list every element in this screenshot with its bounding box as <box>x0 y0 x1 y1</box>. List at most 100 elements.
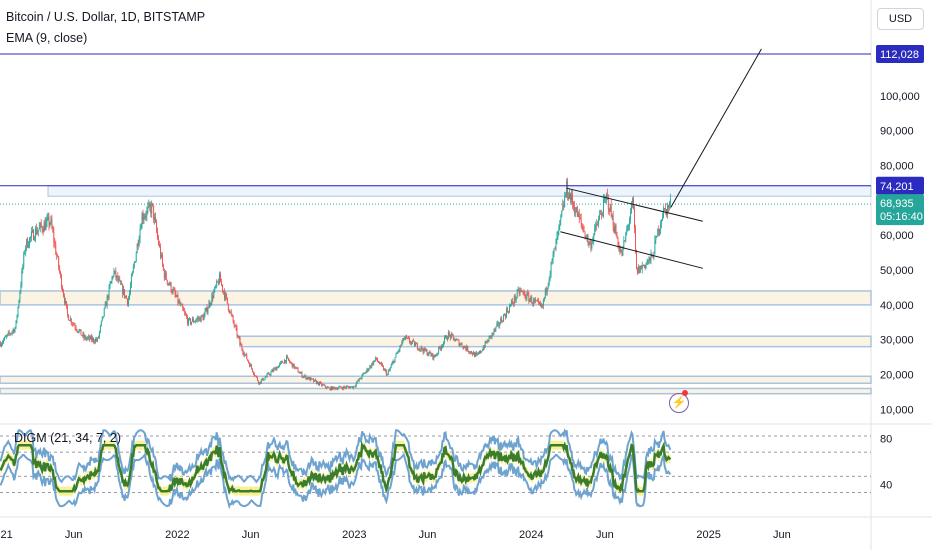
axis-labels: 100,00090,00080,00070,00060,00050,00040,… <box>0 45 924 541</box>
candle <box>495 326 497 331</box>
candle <box>657 228 659 237</box>
candle <box>204 311 206 315</box>
candle <box>56 254 58 257</box>
candle <box>348 386 349 388</box>
candle <box>499 324 501 326</box>
last-price-badge <box>876 194 924 226</box>
candle <box>181 304 183 306</box>
candle <box>324 384 326 388</box>
candle <box>578 212 580 218</box>
candle <box>47 216 49 219</box>
candle <box>618 246 620 251</box>
candle <box>64 301 66 303</box>
ema-indicator-label[interactable]: EMA (9, close) <box>6 31 88 45</box>
candle <box>58 256 60 268</box>
candle <box>178 301 180 303</box>
candle <box>203 314 205 320</box>
candle <box>616 235 618 239</box>
currency-button[interactable]: USD <box>877 8 924 30</box>
candle <box>415 343 417 345</box>
candle <box>62 287 63 292</box>
candle <box>380 362 381 364</box>
candle <box>305 375 307 379</box>
candle <box>152 203 154 206</box>
candle <box>504 314 506 316</box>
support-zone <box>239 335 872 348</box>
candle <box>43 222 45 233</box>
candle <box>248 360 250 363</box>
candle <box>357 380 359 382</box>
candle <box>539 301 540 304</box>
candle <box>365 371 367 374</box>
candle <box>166 279 168 284</box>
candle <box>48 216 50 226</box>
x-tick-label: 2024 <box>519 529 543 541</box>
candle <box>291 362 293 368</box>
candle <box>561 210 563 217</box>
trend-lines <box>0 48 871 269</box>
candle <box>484 341 486 348</box>
candle <box>535 300 537 302</box>
candle <box>293 363 295 369</box>
candle <box>428 351 430 355</box>
candle <box>517 289 519 291</box>
candle <box>417 349 419 350</box>
candle <box>636 268 638 274</box>
candle <box>544 288 546 298</box>
candle <box>595 224 597 227</box>
candle <box>73 323 75 326</box>
candle <box>527 292 529 295</box>
candle <box>221 282 222 285</box>
candle <box>202 316 204 320</box>
candle <box>292 363 294 368</box>
candle <box>231 314 233 317</box>
candle <box>257 380 259 384</box>
candle <box>299 372 301 374</box>
candle <box>112 276 114 278</box>
candle <box>158 237 159 245</box>
candle <box>252 368 253 372</box>
candle <box>391 362 393 366</box>
candle <box>2 339 4 343</box>
candle <box>518 289 520 294</box>
candle <box>502 321 504 323</box>
candle <box>469 351 471 353</box>
candle <box>374 360 376 362</box>
candle <box>106 296 108 307</box>
candle <box>183 308 185 312</box>
candle <box>59 267 61 273</box>
candle <box>507 309 508 312</box>
candle <box>15 320 17 328</box>
candle <box>635 249 637 269</box>
candle <box>177 295 179 303</box>
candle <box>36 231 38 235</box>
candle <box>436 353 438 356</box>
x-tick-label: Jun <box>596 529 614 541</box>
candle <box>276 367 278 371</box>
lightning-icon[interactable]: ⚡ <box>669 393 689 413</box>
candle <box>323 384 325 386</box>
candle <box>302 376 304 378</box>
candle <box>413 340 414 342</box>
candle <box>88 336 90 338</box>
candle <box>524 293 526 298</box>
candle <box>354 385 356 387</box>
candle <box>163 270 165 279</box>
candle <box>222 284 223 291</box>
osc-tick-label: 40 <box>880 479 892 491</box>
candle <box>23 253 25 266</box>
candle <box>247 359 249 361</box>
candle <box>533 299 535 304</box>
candle <box>134 261 136 263</box>
candle <box>339 386 341 388</box>
candle <box>218 281 220 285</box>
candle <box>420 347 422 350</box>
candle <box>570 193 571 201</box>
candle <box>467 346 469 352</box>
candle <box>251 364 253 369</box>
candle <box>403 338 405 340</box>
candle <box>54 242 56 244</box>
oscillator-label[interactable]: DIGM (21, 34, 7, 2) <box>14 431 121 445</box>
candle <box>361 374 363 379</box>
